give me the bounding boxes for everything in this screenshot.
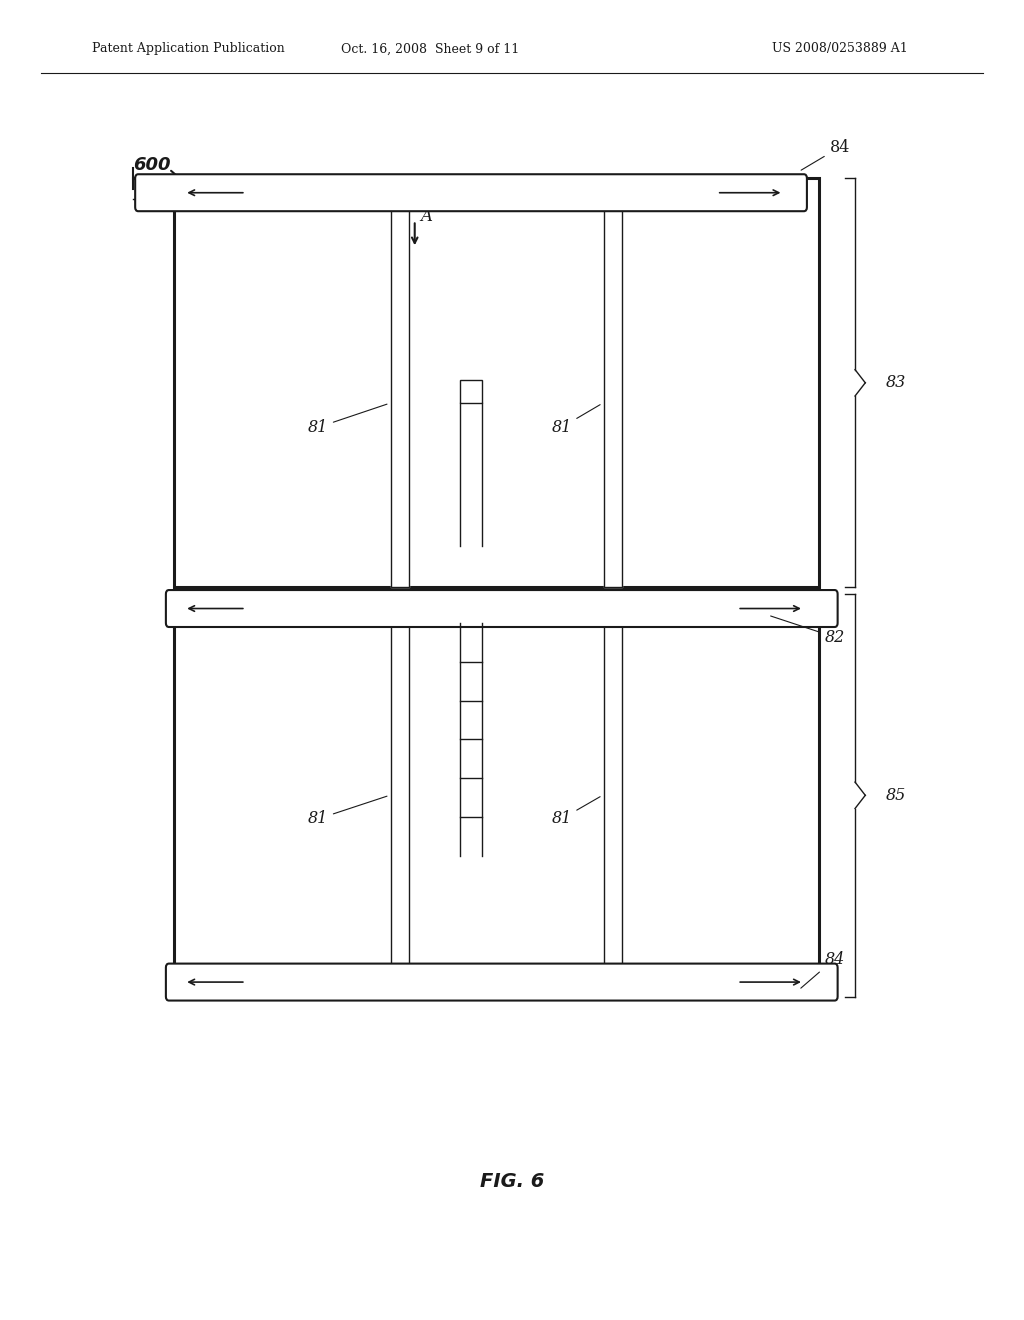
Bar [390,207,409,587]
Text: 83: 83 [886,375,906,391]
FancyBboxPatch shape [135,174,807,211]
Bar [603,609,622,982]
Bar [460,380,482,403]
FancyBboxPatch shape [166,964,838,1001]
Text: 81: 81 [307,796,387,828]
Text: FIG. 6: FIG. 6 [480,1172,544,1191]
FancyBboxPatch shape [166,590,838,627]
Text: 81: 81 [307,404,387,436]
Bar [603,207,622,587]
Text: Patent Application Publication: Patent Application Publication [92,42,285,55]
Bar [174,594,819,997]
Text: 600: 600 [133,156,171,174]
Bar [390,609,409,982]
Text: 84: 84 [801,950,845,989]
Text: 81: 81 [551,797,600,828]
Bar [174,178,819,587]
Text: US 2008/0253889 A1: US 2008/0253889 A1 [772,42,907,55]
Text: 84: 84 [801,139,850,170]
Text: Oct. 16, 2008  Sheet 9 of 11: Oct. 16, 2008 Sheet 9 of 11 [341,42,519,55]
Text: A: A [420,209,432,224]
Text: 81: 81 [551,405,600,436]
Text: 85: 85 [886,787,906,804]
Text: 82: 82 [771,616,845,645]
